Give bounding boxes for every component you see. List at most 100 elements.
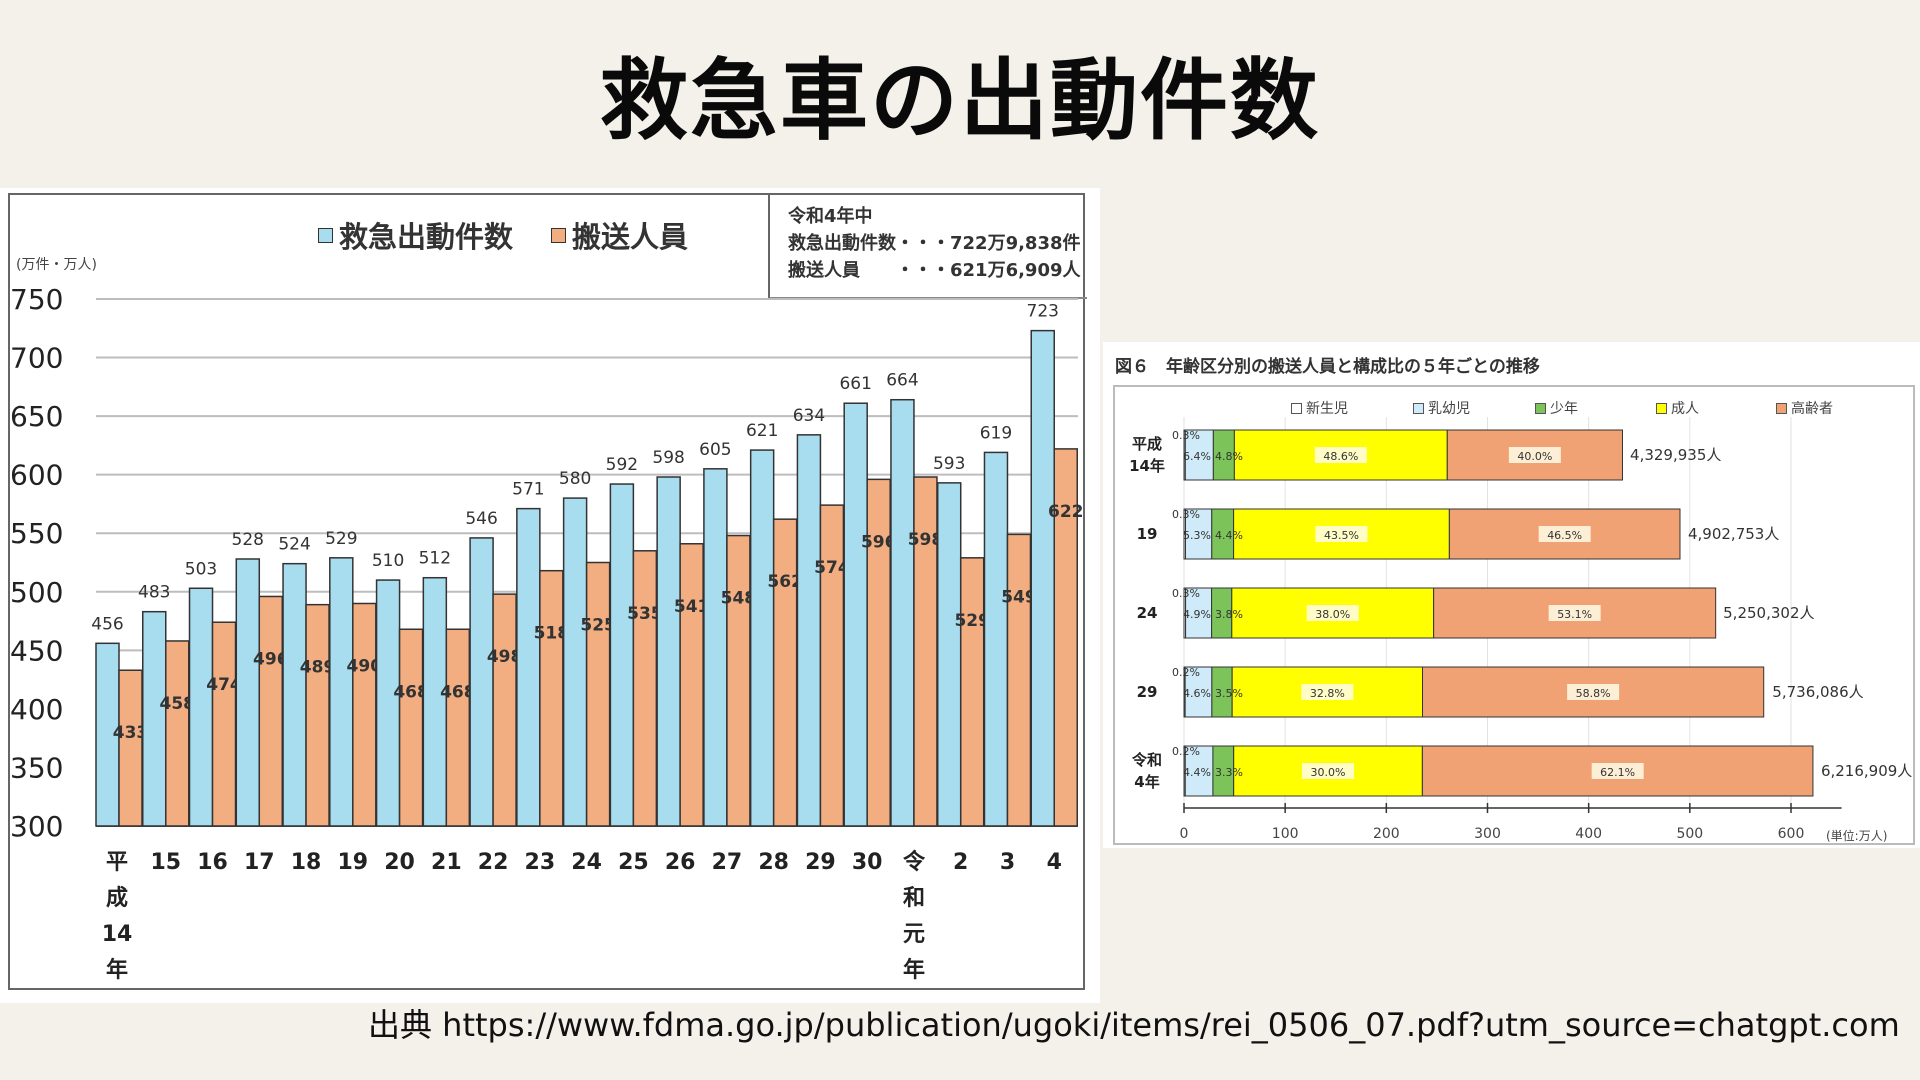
dispatch-bar (749, 449, 775, 827)
dispatch-bar (188, 587, 214, 827)
dispatch-value-label: 524 (278, 535, 310, 555)
legend-item-transport: 搬送人員 (551, 214, 688, 256)
transport-bar (866, 478, 891, 827)
transport-bar (1053, 448, 1078, 827)
x-tick-label: 28 (758, 850, 789, 875)
x-tick-label: 4 (1047, 850, 1062, 875)
age-segment-infant (1184, 666, 1213, 718)
transport-value-label: 549 (1001, 587, 1037, 607)
dispatch-chart-frame (8, 193, 1085, 990)
label-background (1306, 605, 1359, 621)
label-background (1314, 447, 1367, 463)
dispatch-value-label: 664 (886, 371, 918, 391)
legend-label: 新生児 (1306, 401, 1348, 417)
dispatch-bar (142, 610, 167, 827)
youth-pct-label: 3.3% (1215, 766, 1243, 779)
legend-swatch-dispatch (318, 227, 333, 243)
x-tick-label: 18 (291, 850, 322, 875)
dispatch-value-label: 571 (512, 480, 544, 500)
transport-bar (211, 621, 237, 827)
dispatch-bar (469, 537, 494, 827)
transport-value-label: 622 (1048, 502, 1084, 522)
newborn-pct-label: 0.2% (1172, 745, 1200, 758)
transport-bar (913, 476, 938, 827)
infant-pct-label: 4.6% (1183, 687, 1211, 700)
dispatch-bar (656, 476, 681, 827)
dispatch-chart-legend: 救急出動件数 搬送人員 (318, 214, 688, 256)
x-tick-label: 22 (478, 850, 509, 875)
page-title: 救急車の出動件数 (599, 49, 1320, 152)
legend-label-transport: 搬送人員 (572, 220, 689, 254)
x-tick-label: 令 (903, 849, 926, 875)
label-background (1591, 763, 1644, 779)
youth-pct-label: 3.5% (1215, 687, 1243, 700)
y-tick-label: 700 (10, 342, 63, 375)
transport-value-label: 598 (908, 530, 944, 550)
x-tick-label: 15 (150, 850, 181, 875)
transport-bar (1006, 533, 1032, 827)
x-tick-label: 和 (903, 886, 925, 911)
x-tick-label: 30 (852, 850, 883, 875)
y-axis-unit-label: (万件・万人) (16, 257, 97, 273)
y-tick-label: 450 (10, 634, 63, 667)
age-segment-infant (1184, 508, 1213, 560)
x-tick-label: 27 (712, 850, 743, 875)
x-tick-label: 26 (665, 850, 696, 875)
transport-bar (679, 543, 704, 827)
source-citation: 出典 https://www.fdma.go.jp/publication/ug… (368, 1006, 1900, 1044)
dispatch-bar (1030, 329, 1055, 827)
age-segment-infant (1184, 745, 1214, 797)
newborn-pct-label: 0.3% (1172, 508, 1200, 521)
x-tick-label: 14 (102, 922, 133, 947)
label-background (1548, 605, 1601, 621)
transport-value-label: 496 (253, 649, 289, 669)
legend-swatch (1535, 402, 1546, 414)
dispatch-value-label: 510 (372, 551, 404, 571)
dispatch-bar (890, 398, 915, 827)
y-tick-label: 500 (10, 576, 63, 609)
adult-pct-label: 43.5% (1324, 529, 1359, 542)
dispatch-bar (936, 482, 962, 827)
x-tick-label: 20 (384, 850, 415, 875)
elderly-pct-label: 53.1% (1557, 608, 1592, 621)
x-tick-label: 25 (618, 850, 649, 875)
transport-value-label: 518 (534, 624, 570, 644)
legend-item-age: 成人 (1656, 398, 1699, 418)
newborn-pct-label: 0.3% (1172, 587, 1200, 600)
transport-bar (492, 593, 517, 827)
x-tick-label: 3 (1000, 850, 1015, 875)
transport-bar (772, 518, 798, 827)
row-total-label: 4,329,935人 (1630, 446, 1721, 464)
legend-label: 高齢者 (1791, 401, 1833, 417)
dispatch-value-label: 503 (185, 559, 217, 579)
x-tick-label: 年 (903, 957, 925, 983)
x-tick-label: 400 (1575, 826, 1602, 842)
row-category-label: 令和 (1132, 751, 1162, 769)
row-total-label: 5,736,086人 (1772, 683, 1863, 701)
transport-value-label: 458 (160, 694, 196, 714)
y-tick-label: 750 (10, 283, 63, 316)
transport-value-label: 498 (487, 647, 523, 667)
row-category-label: 24 (1137, 604, 1158, 622)
row-category-label: 4年 (1134, 773, 1159, 791)
row-total-label: 6,216,909人 (1821, 762, 1912, 780)
dispatch-value-label: 593 (933, 454, 965, 474)
dispatch-chart-panel: 救急出動件数 搬送人員 令和4年中 救急出動件数・・・722万9,838件 搬送… (0, 188, 1100, 1003)
legend-label: 乳幼児 (1428, 401, 1470, 417)
transport-value-label: 562 (767, 572, 803, 592)
label-background (1508, 447, 1561, 463)
label-background (1302, 763, 1355, 779)
row-total-label: 5,250,302人 (1723, 604, 1814, 622)
legend-swatch (1413, 402, 1424, 414)
y-tick-label: 600 (10, 459, 63, 492)
legend-item-age: 新生児 (1291, 398, 1348, 418)
y-tick-label: 350 (10, 751, 63, 784)
newborn-pct-label: 0.2% (1172, 666, 1200, 679)
transport-bar (726, 534, 751, 827)
transport-value-label: 490 (347, 656, 383, 676)
transport-value-label: 525 (580, 616, 616, 636)
x-tick-label: 17 (244, 850, 275, 875)
legend-item-age: 高齢者 (1776, 398, 1833, 418)
x-tick-label: 年 (106, 957, 128, 983)
row-category-label: 29 (1137, 683, 1158, 701)
